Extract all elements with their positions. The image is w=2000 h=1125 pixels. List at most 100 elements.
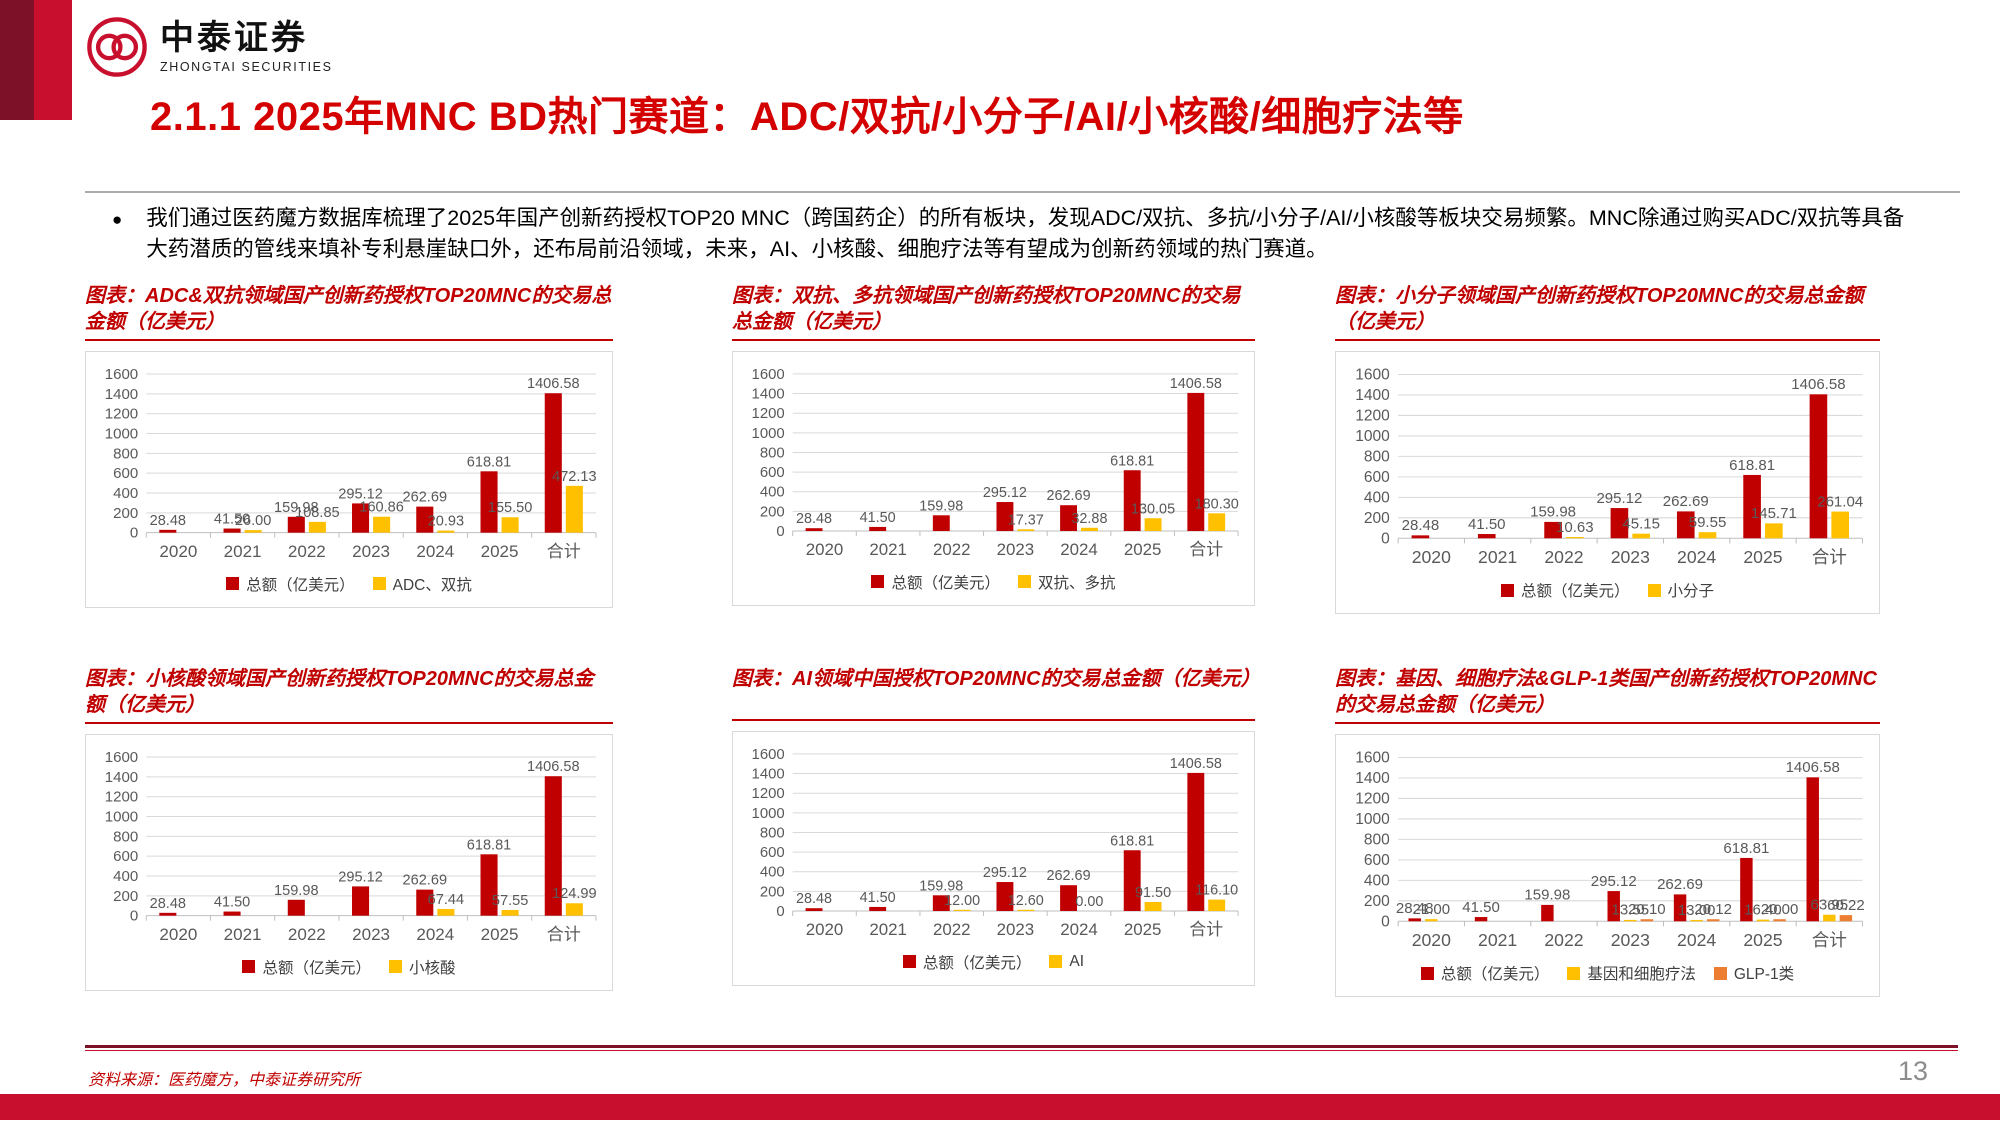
svg-text:1000: 1000 (105, 808, 138, 825)
svg-text:2021: 2021 (224, 542, 262, 561)
chart-title: 图表：双抗、多抗领域国产创新药授权TOP20MNC的交易总金额（亿美元） (732, 283, 1255, 341)
bar-chart: 0 200 400 600 800 1000 1200 1400 1600 2020 28.48 20… (752, 747, 1239, 939)
svg-text:12.00: 12.00 (944, 893, 980, 909)
corner-red-stripe (34, 0, 72, 120)
svg-text:41.50: 41.50 (1468, 516, 1506, 533)
svg-text:60.22: 60.22 (1827, 897, 1865, 914)
svg-text:295.12: 295.12 (338, 869, 382, 885)
page-title: 2.1.1 2025年MNC BD热门赛道：ADC/双抗/小分子/AI/小核酸/… (150, 95, 1464, 139)
svg-text:2023: 2023 (1611, 547, 1650, 567)
svg-text:41.50: 41.50 (860, 510, 896, 526)
svg-text:1600: 1600 (752, 367, 785, 383)
svg-text:130.05: 130.05 (1131, 501, 1175, 517)
svg-text:2020: 2020 (1412, 930, 1451, 950)
svg-text:2023: 2023 (352, 542, 390, 561)
chart-panel-bispecific-multispecific: 图表：双抗、多抗领域国产创新药授权TOP20MNC的交易总金额（亿美元） 0 20… (732, 283, 1255, 606)
chart-panel-small-nucleic-acid: 图表：小核酸领域国产创新药授权TOP20MNC的交易总金额（亿美元） 0 200 4… (85, 666, 613, 991)
svg-text:400: 400 (113, 868, 138, 885)
svg-text:262.69: 262.69 (1657, 876, 1703, 893)
svg-text:合计: 合计 (1812, 547, 1847, 567)
svg-text:17.37: 17.37 (1008, 512, 1044, 528)
svg-text:2024: 2024 (416, 542, 454, 561)
svg-text:1600: 1600 (1355, 749, 1390, 766)
svg-text:1200: 1200 (105, 406, 138, 423)
svg-text:200: 200 (760, 504, 785, 520)
svg-text:0: 0 (776, 524, 784, 540)
svg-text:2024: 2024 (1677, 547, 1716, 567)
svg-text:21.00: 21.00 (1413, 901, 1451, 918)
svg-text:1000: 1000 (752, 806, 785, 822)
svg-text:1406.58: 1406.58 (1170, 376, 1222, 392)
svg-text:2021: 2021 (1478, 930, 1517, 950)
chart-legend: 总额（亿美元） 双抗、多抗 (735, 567, 1252, 605)
svg-text:0: 0 (1381, 913, 1390, 930)
svg-text:41.50: 41.50 (860, 890, 896, 906)
svg-text:600: 600 (113, 848, 138, 865)
svg-text:20.93: 20.93 (428, 513, 464, 529)
svg-text:2020: 2020 (806, 540, 844, 559)
corner-dark-stripe (0, 0, 34, 120)
svg-text:1400: 1400 (752, 767, 785, 783)
svg-text:0: 0 (1381, 530, 1390, 547)
svg-text:63.95: 63.95 (1811, 896, 1849, 913)
svg-text:200: 200 (1364, 510, 1390, 527)
svg-text:2020: 2020 (159, 542, 197, 561)
bottom-red-band (0, 1094, 2000, 1120)
legend-swatch-icon (1420, 966, 1434, 980)
svg-text:159.98: 159.98 (274, 883, 319, 899)
svg-text:155.50: 155.50 (488, 500, 533, 516)
source-note: 资料来源：医药魔方，中泰证券研究所 (88, 1072, 361, 1089)
svg-text:13.00: 13.00 (1678, 902, 1716, 919)
legend-item: ADC、双抗 (372, 573, 472, 595)
svg-text:2020: 2020 (159, 925, 197, 944)
svg-text:2022: 2022 (933, 540, 971, 559)
svg-text:295.12: 295.12 (983, 485, 1027, 501)
legend-swatch-icon (389, 960, 402, 974)
svg-text:618.81: 618.81 (1110, 453, 1154, 469)
svg-text:200: 200 (1364, 893, 1390, 910)
chart-legend: 总额（亿美元） ADC、双抗 (88, 569, 610, 607)
svg-text:180.30: 180.30 (1195, 496, 1239, 512)
legend-item: AI (1049, 953, 1084, 971)
chart-legend: 总额（亿美元） 小分子 (1338, 575, 1877, 613)
chart-legend: 总额（亿美元） 基因和细胞疗法 GLP-1类 (1338, 958, 1877, 996)
svg-text:26.00: 26.00 (235, 513, 271, 529)
legend-swatch-icon (242, 960, 256, 974)
svg-text:618.81: 618.81 (1723, 840, 1769, 857)
svg-text:1000: 1000 (752, 426, 785, 442)
chart-legend: 总额（亿美元） 小核酸 (88, 952, 610, 990)
svg-text:200: 200 (113, 505, 138, 522)
svg-text:28.48: 28.48 (796, 511, 832, 527)
svg-text:2023: 2023 (997, 920, 1035, 939)
svg-text:472.13: 472.13 (552, 469, 597, 485)
svg-text:400: 400 (760, 484, 785, 500)
svg-text:57.55: 57.55 (492, 893, 528, 909)
svg-text:2025: 2025 (481, 925, 519, 944)
brand-name-cn: 中泰证券 (160, 18, 308, 57)
svg-text:28.48: 28.48 (150, 896, 186, 912)
svg-text:108.85: 108.85 (295, 505, 340, 521)
svg-text:合计: 合计 (547, 925, 581, 944)
title-divider (85, 191, 1960, 193)
chart-panel-ai: 图表：AI领域中国授权TOP20MNC的交易总金额（亿美元） 0 200 400 60… (732, 666, 1261, 986)
svg-text:600: 600 (760, 465, 785, 481)
svg-text:1200: 1200 (1355, 790, 1390, 807)
svg-text:12.60: 12.60 (1008, 893, 1044, 909)
svg-text:295.12: 295.12 (983, 865, 1027, 881)
svg-text:2020: 2020 (806, 920, 844, 939)
svg-text:1400: 1400 (1355, 387, 1390, 404)
svg-text:262.69: 262.69 (1047, 868, 1091, 884)
svg-text:600: 600 (1364, 469, 1390, 486)
svg-text:1400: 1400 (752, 386, 785, 402)
svg-text:41.50: 41.50 (1462, 899, 1500, 916)
legend-item: 双抗、多抗 (1018, 571, 1116, 593)
svg-text:618.81: 618.81 (1729, 457, 1775, 474)
svg-text:1600: 1600 (752, 747, 785, 763)
legend-item: 总额（亿美元） (871, 571, 1000, 593)
footer-divider (85, 1045, 1958, 1051)
legend-swatch-icon (902, 955, 916, 969)
corner-decoration (0, 0, 72, 120)
svg-text:32.88: 32.88 (1071, 511, 1107, 527)
legend-item: 总额（亿美元） (1500, 579, 1630, 601)
